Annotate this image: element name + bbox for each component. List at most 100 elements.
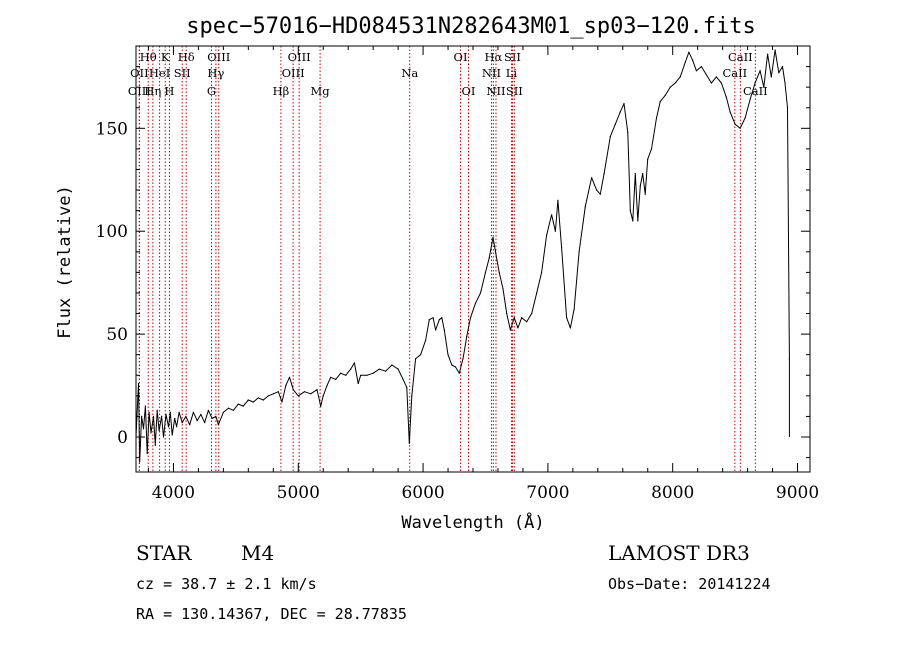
spectrum-point [484,271,487,273]
spectrum-point [720,82,723,84]
y-tick-label: 0 [117,428,128,448]
spectrum-point [521,317,523,319]
spectral-line-label: Hα [484,50,502,64]
spectrum-point [200,413,202,415]
survey-name: LAMOST DR3 [608,541,750,565]
spectrum-point [227,407,229,409]
spectral-line-label: CaII [722,66,747,80]
spectrum-point [277,391,279,393]
spectrum-point [438,319,440,321]
spectrum-point [322,395,324,397]
spectrum-point [513,317,515,319]
spectral-line-label: Hβ [273,84,290,98]
spectrum-point [786,107,789,109]
spectrum-point [406,387,408,389]
spectrum-point [137,382,140,385]
y-tick-label: 50 [106,325,128,345]
spectrum-point [196,420,198,422]
spectral-line-label: Hθ [140,50,157,64]
spectrum-point [447,354,449,356]
spectrum-point [169,411,171,413]
spectrum-point [603,173,605,175]
spectrum-point [428,319,430,321]
spectrum-point [215,415,217,417]
series-layer [135,49,791,463]
spectrum-point [506,312,508,315]
y-tick-label: 150 [96,119,128,139]
spectrum-point [659,101,661,103]
spectrum-point [754,82,756,84]
spectrum-point [385,370,387,372]
spectrum-point [466,335,468,337]
spectrum-point [627,131,629,133]
spectrum-point [435,329,437,331]
spectrum-point [330,376,332,378]
spectrum-point [232,409,234,411]
spectrum-point [350,368,352,370]
spectrum-point [211,417,213,420]
spectral-line-label: NII [482,66,501,80]
spectrum-point [531,312,533,315]
spectrum-point [262,399,264,401]
spectrum-point [502,288,504,290]
spectrum-point [536,292,538,294]
spectrum-point [345,374,347,376]
spectrum-point [165,413,167,415]
spectrum-point [639,185,641,187]
spectrum-point [541,271,543,273]
spectrum-point [178,411,180,413]
spectrum-point [705,74,708,76]
x-tick-label: 7000 [526,483,569,503]
spectrum-point [353,362,355,364]
spectrum-point [158,430,160,432]
spectral-line-label: H [164,84,174,98]
spectrum-point [408,442,410,444]
spectrum-line [135,49,790,463]
spectrum-point [303,391,306,393]
spectral-line-label: OIII [207,50,230,64]
spectrum-point [494,251,497,253]
spectrum-point [729,111,731,113]
redshift-velocity: cz = 38.7 ± 2.1 km/s [136,575,317,593]
spectrum-point [171,434,173,436]
spectral-line-label: Hη [144,84,161,98]
spectrum-point [360,374,362,376]
y-tick-label: 100 [96,222,128,242]
spectrum-point [619,111,621,113]
spectrum-point [167,426,170,428]
spectrum-point [634,173,636,175]
spectrum-point [725,96,728,98]
spectrum-point [441,317,443,319]
spectrum-point [139,461,141,463]
coordinates: RA = 130.14367, DEC = 28.77835 [136,605,407,623]
spectrum-point [623,103,625,105]
spectrum-point [141,415,143,417]
spectrum-point [142,428,145,430]
spectrum-point [288,376,291,378]
spectrum-point [517,327,519,329]
spectrum-point [372,372,374,374]
x-axis-label: Wavelength (Å) [401,511,544,533]
spectrum-point [156,409,158,411]
axes-layer: 4000 5000 6000 7000 8000 9000 0 50 100 150 [96,46,819,503]
spectrum-point [154,444,156,446]
plot-frame [135,45,811,473]
spectrum-point [326,385,328,387]
x-tick-label: 9000 [776,483,819,503]
spectral-line-label: G [207,84,216,98]
spectrum-point [509,329,511,331]
spectrum-point [561,247,563,249]
spectrum-point [578,251,580,253]
spectrum-point [609,136,611,138]
spectrum-point [217,424,219,426]
spectrum-point [744,117,746,119]
spectrum-point [340,372,342,374]
spectrum-point [479,292,482,294]
spectrum-point [397,368,399,370]
spectrum-point [526,321,528,323]
spectrum-point [632,220,634,222]
spectrum-point [554,230,557,232]
spectrum-point [557,199,559,201]
spectrum-point [767,53,769,55]
spectrum-point [488,257,490,259]
